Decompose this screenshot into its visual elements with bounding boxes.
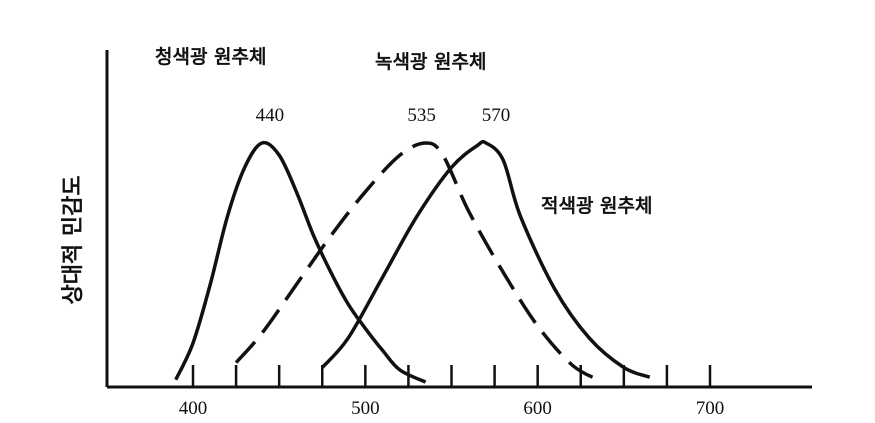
axes <box>105 50 812 389</box>
blue-cone-curve <box>174 140 427 384</box>
blue-cone-peak-label: 440 <box>256 105 285 126</box>
x-tick-label: 600 <box>523 398 552 419</box>
x-tick-label: 500 <box>351 398 380 419</box>
green-cone-curve <box>234 141 599 382</box>
red-cone-label: 적색광 원추체 <box>541 195 653 217</box>
x-tick-label: 700 <box>696 398 725 419</box>
red-cone-curve <box>320 139 651 379</box>
y-axis-label: 상대적 민감도 <box>61 175 86 304</box>
red-cone-peak-label: 570 <box>482 105 511 126</box>
blue-cone-label: 청색광 원추체 <box>155 46 267 68</box>
x-tick-labels: 400 500 600 700 <box>179 398 725 419</box>
curves <box>174 139 651 384</box>
x-ticks <box>191 365 712 387</box>
peak-labels: 440 535 570 <box>256 105 511 126</box>
x-tick-label: 400 <box>179 398 208 419</box>
green-cone-label: 녹색광 원추체 <box>375 51 487 73</box>
green-cone-peak-label: 535 <box>407 105 436 126</box>
